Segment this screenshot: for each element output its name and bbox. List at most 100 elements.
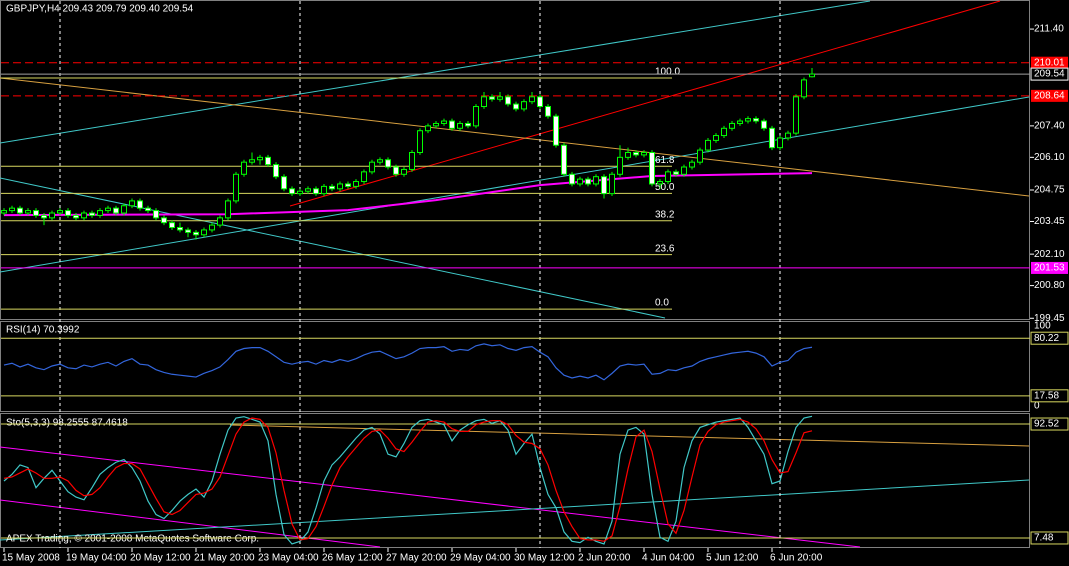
candle-body <box>273 164 279 178</box>
trendline <box>289 0 1001 207</box>
candle-body <box>801 79 807 98</box>
candle-body <box>553 115 559 146</box>
candle-body <box>505 96 511 105</box>
candle-body <box>289 188 295 195</box>
candle-body <box>233 173 239 202</box>
candle-body <box>513 103 519 110</box>
candle-body <box>105 207 111 212</box>
candle-body <box>169 222 175 229</box>
candle-body <box>265 156 271 166</box>
candle-body <box>129 200 135 207</box>
candle-body <box>73 214 79 219</box>
candle-body <box>785 132 791 139</box>
x-tick-label: 4 Jun 04:00 <box>642 553 695 564</box>
candle-body <box>49 212 55 219</box>
candle-body <box>113 207 119 214</box>
fib-label: 0.0 <box>655 298 669 309</box>
fib-label: 61.8 <box>655 155 675 166</box>
candle-body <box>521 101 527 110</box>
panel-borders <box>0 0 1030 548</box>
main-panel <box>0 0 1030 320</box>
candle-body <box>545 106 551 117</box>
price-label-box <box>1030 417 1069 431</box>
candle-body <box>321 185 327 195</box>
candle-body <box>313 188 319 195</box>
price-label-box <box>1031 89 1068 102</box>
candle-body <box>97 210 103 216</box>
candle-body <box>241 161 247 175</box>
candle-body <box>17 207 23 214</box>
candle-body <box>761 120 767 129</box>
fib-label: 38.2 <box>655 209 675 220</box>
copyright: APEX Trading, © 2001-2008 MetaQuotes Sof… <box>6 534 259 545</box>
candle-body <box>121 205 127 214</box>
price-label-box <box>1030 389 1069 403</box>
y-tick-label: 203.45 <box>1034 216 1065 227</box>
candle-body <box>177 227 183 231</box>
y-tick-label: 202.10 <box>1034 249 1065 260</box>
price-label-box <box>1030 331 1069 345</box>
candle-body <box>425 125 431 132</box>
candle-body <box>153 210 159 219</box>
trendline <box>0 77 1030 197</box>
candle-body <box>617 156 623 175</box>
x-tick-label: 19 May 04:00 <box>66 553 127 564</box>
trendline <box>0 0 871 144</box>
candle-body <box>489 96 495 100</box>
candle-body <box>649 151 655 185</box>
indicator-line <box>3 415 813 545</box>
candle-body <box>281 176 287 190</box>
candle-body <box>633 151 639 156</box>
price-label: 201.53 <box>1034 263 1065 274</box>
candle-body <box>753 118 759 122</box>
candle-body <box>481 96 487 108</box>
candle-body <box>601 176 607 195</box>
candle-body <box>137 200 143 209</box>
candle-body <box>769 127 775 149</box>
x-tick-label: 30 May 12:00 <box>514 553 575 564</box>
candle-body <box>369 161 375 173</box>
rsi-panel <box>0 321 1030 412</box>
candle-body <box>193 231 199 236</box>
candle-body <box>449 120 455 129</box>
candle-body <box>305 188 311 192</box>
candle-body <box>145 207 151 212</box>
candle-body <box>209 224 215 231</box>
fib-label: 100.0 <box>655 67 680 78</box>
trendline <box>0 499 381 548</box>
y-tick-label: 199.45 <box>1034 313 1065 324</box>
x-tick-label: 29 May 04:00 <box>450 553 511 564</box>
candle-body <box>297 190 303 195</box>
x-tick-label: 6 Jun 20:00 <box>770 553 823 564</box>
candle-body <box>201 229 207 236</box>
candle-body <box>457 122 463 129</box>
price-label: 7.48 <box>1034 533 1054 544</box>
candle-body <box>1 210 7 214</box>
candle-body <box>577 178 583 185</box>
trendline <box>0 177 666 319</box>
candle-body <box>585 178 591 185</box>
price-label: 17.58 <box>1034 390 1059 401</box>
candle-body <box>777 137 783 149</box>
x-tick-label: 2 Jun 20:00 <box>578 553 631 564</box>
candle-body <box>433 122 439 127</box>
candle-body <box>377 159 383 163</box>
candle-body <box>473 106 479 127</box>
candle-body <box>657 181 663 185</box>
candle-body <box>81 212 87 219</box>
candle-body <box>409 151 415 170</box>
candle-body <box>673 171 679 175</box>
stoch-title: Sto(5,3,3) 98.2555 87.4618 <box>6 418 128 429</box>
candle-body <box>401 168 407 175</box>
trendlines <box>0 0 1030 548</box>
candle-body <box>793 96 799 134</box>
x-tick-label: 20 May 12:00 <box>130 553 191 564</box>
candle-body <box>257 156 263 161</box>
candle-body <box>385 159 391 168</box>
candle-body <box>161 217 167 224</box>
y-tick-label: 206.10 <box>1034 152 1065 163</box>
y-tick-label: 100 <box>1034 321 1051 332</box>
indicator-line <box>3 343 813 381</box>
candle-body <box>345 183 351 187</box>
